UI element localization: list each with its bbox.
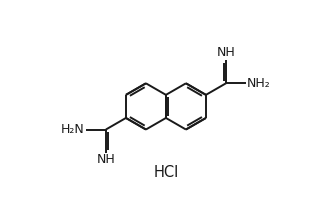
Text: H₂N: H₂N <box>61 123 85 136</box>
Text: NH: NH <box>97 153 115 166</box>
Text: NH: NH <box>216 46 235 59</box>
Text: NH₂: NH₂ <box>247 77 271 90</box>
Text: HCl: HCl <box>153 165 179 180</box>
